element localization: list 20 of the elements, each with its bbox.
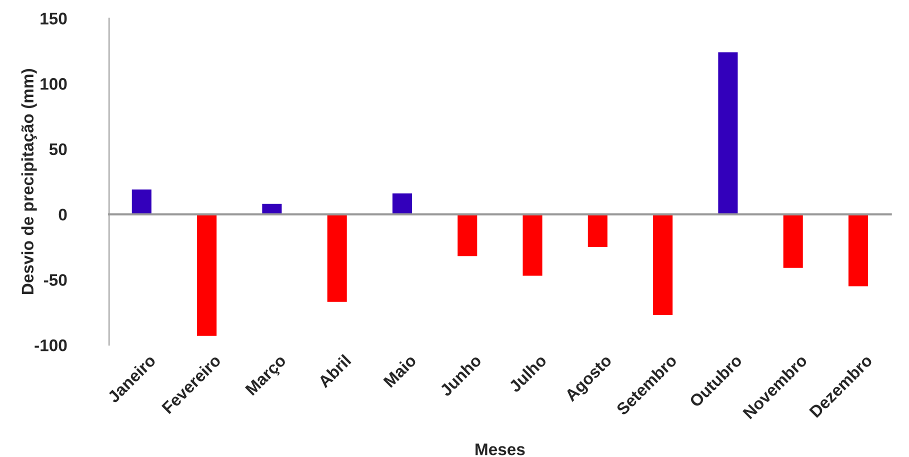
bar bbox=[718, 52, 738, 214]
bar bbox=[588, 214, 608, 248]
y-tick-label: -100 bbox=[34, 339, 67, 352]
bar bbox=[783, 214, 803, 268]
bar bbox=[262, 204, 282, 214]
bar bbox=[458, 214, 478, 256]
bar bbox=[197, 214, 217, 336]
bar bbox=[848, 214, 868, 286]
bar bbox=[327, 214, 347, 302]
x-axis-title: Meses bbox=[476, 444, 525, 456]
bar bbox=[522, 214, 542, 276]
bar bbox=[132, 190, 152, 214]
y-tick-label: -50 bbox=[44, 274, 67, 286]
y-tick-label: 100 bbox=[40, 78, 67, 90]
y-tick-label: 50 bbox=[49, 143, 67, 156]
bar bbox=[392, 193, 412, 214]
bar bbox=[653, 214, 673, 315]
y-axis-title: Desvio de precipitação (mm) bbox=[21, 69, 37, 294]
y-tick-label: 0 bbox=[58, 208, 67, 221]
y-tick-label: 150 bbox=[40, 12, 67, 24]
